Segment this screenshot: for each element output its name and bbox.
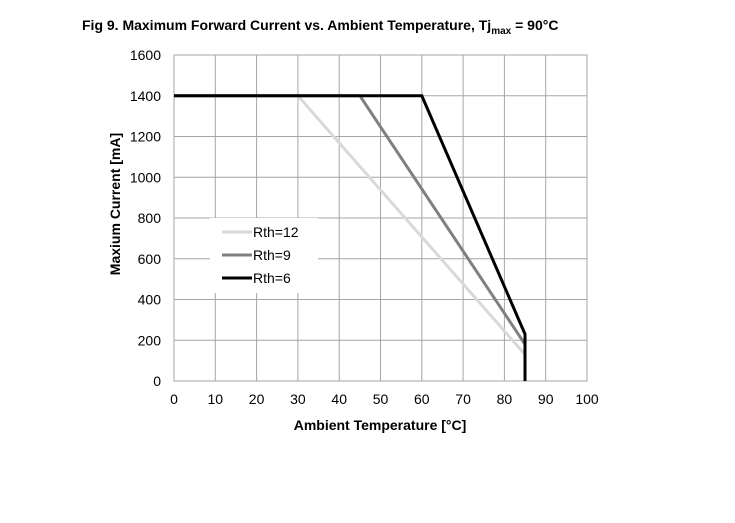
legend-label: Rth=9 [253, 247, 291, 263]
chart-title: Fig 9. Maximum Forward Current vs. Ambie… [82, 17, 558, 37]
x-tick-label: 90 [538, 391, 554, 407]
legend: Rth=12 Rth=9 Rth=6 [210, 218, 318, 293]
y-axis-label: Maxium Current [mA] [107, 133, 123, 275]
y-tick-label: 0 [153, 373, 161, 389]
plot-frame [173, 54, 588, 382]
y-tick-label: 400 [138, 292, 162, 308]
y-tick-label: 600 [138, 251, 162, 267]
x-tick-label: 60 [414, 391, 430, 407]
chart-title-subscript: max [491, 26, 511, 37]
y-tick-label: 1600 [130, 47, 161, 63]
chart-title-main: Fig 9. Maximum Forward Current vs. Ambie… [82, 17, 491, 33]
y-tick-label: 800 [138, 210, 162, 226]
series-layer [174, 94, 527, 381]
x-tick-label: 30 [290, 391, 306, 407]
x-tick-label: 80 [497, 391, 513, 407]
chart-title-suffix: = 90°C [511, 17, 558, 33]
x-axis-label: Ambient Temperature [°C] [294, 417, 467, 433]
x-tick-label: 50 [373, 391, 389, 407]
series-line-rth-6 [174, 94, 527, 381]
y-tick-label: 1200 [130, 129, 161, 145]
y-tick-label: 1000 [130, 169, 161, 185]
x-tick-label: 0 [170, 391, 178, 407]
legend-label: Rth=6 [253, 270, 291, 286]
x-tick-label: 10 [208, 391, 224, 407]
legend-label: Rth=12 [253, 224, 299, 240]
tick-labels: 0 10 20 30 40 50 60 70 80 90 100020040060080010001… [130, 47, 599, 407]
x-tick-label: 70 [455, 391, 471, 407]
x-tick-label: 100 [575, 391, 599, 407]
x-tick-label: 20 [249, 391, 265, 407]
y-tick-label: 200 [138, 332, 162, 348]
y-tick-label: 1400 [130, 88, 161, 104]
x-tick-label: 40 [331, 391, 347, 407]
